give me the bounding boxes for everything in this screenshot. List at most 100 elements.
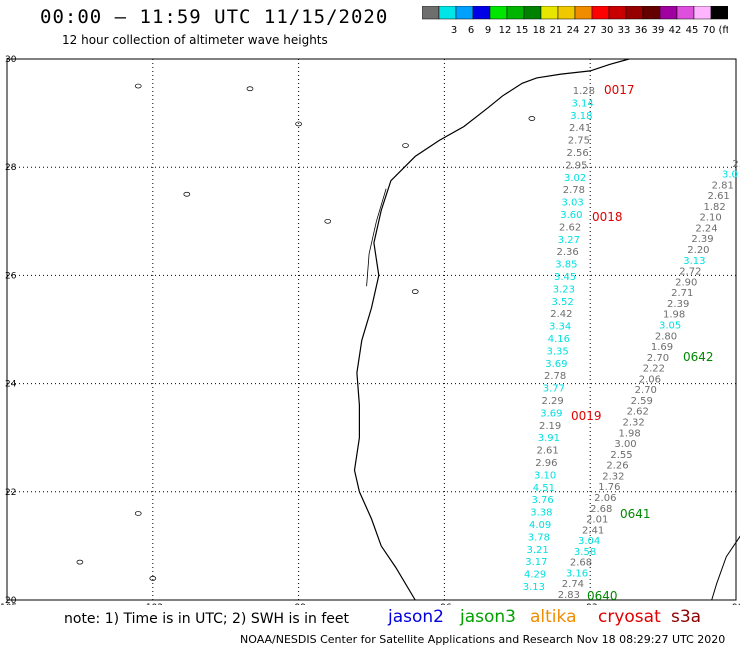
wave-height-value: 2.96 <box>535 458 557 469</box>
lon-label: -105 <box>0 603 17 605</box>
wave-height-value: 2.70 <box>647 353 669 364</box>
lon-label: -90 <box>729 603 740 605</box>
wave-height-value: 2.06 <box>594 493 616 504</box>
wave-height-value: 2.59 <box>631 396 653 407</box>
lake-outline <box>183 191 191 197</box>
wave-height-value: 2.83 <box>558 590 580 601</box>
color-swatch <box>710 6 728 20</box>
wave-height-value: 3.17 <box>525 557 547 568</box>
wave-height-value: 3.10 <box>534 470 556 481</box>
wave-height-value: 2.78 <box>563 185 585 196</box>
wave-height-value: 2.80 <box>655 331 677 342</box>
wave-height-value: 2.32 <box>623 418 645 429</box>
wave-height-value: 2. <box>732 159 740 170</box>
scale-label: 30 <box>601 25 614 36</box>
wave-height-value: 3.52 <box>551 297 573 308</box>
satellite-s3a: s3a <box>671 607 702 627</box>
wave-height-value: 2.68 <box>590 504 612 515</box>
lat-label: 22 <box>5 488 16 498</box>
wave-height-value: 2.19 <box>539 421 561 432</box>
wave-height-value: 3.23 <box>553 284 575 295</box>
wave-height-value: 3.21 <box>526 545 548 556</box>
coastline <box>353 58 630 601</box>
lake-outline <box>411 289 419 294</box>
wave-height-value: 4.29 <box>524 570 546 581</box>
wave-height-value: 2.62 <box>627 407 649 418</box>
wave-height-value: 2.72 <box>679 267 701 278</box>
wave-height-value: 2.41 <box>569 123 591 134</box>
wave-height-value: 2.39 <box>691 234 713 245</box>
wave-height-value: 3.85 <box>555 260 577 271</box>
scale-label: 24 <box>567 25 580 36</box>
wave-height-value: 2.95 <box>565 160 587 171</box>
wave-height-value: 1.69 <box>651 342 673 353</box>
yucatan-coast <box>711 535 740 601</box>
wave-height-value: 2.36 <box>556 247 578 258</box>
wave-height-value: 2.61 <box>536 446 558 457</box>
scale-label: 27 <box>584 25 597 36</box>
lake-outline <box>402 143 409 148</box>
wave-height-value: 2.62 <box>559 222 581 233</box>
wave-height-value: 4.09 <box>529 520 551 531</box>
wave-height-value: 3.91 <box>538 433 560 444</box>
wave-height-value: 3.76 <box>531 495 553 506</box>
wave-height-value: 3.58 <box>574 547 596 558</box>
lon-label: -99 <box>291 603 306 605</box>
wave-height-value: 3.60 <box>560 210 582 221</box>
wave-height-value: 2.20 <box>687 245 709 256</box>
scale-label: 3 <box>451 25 457 36</box>
wave-height-value: 3.38 <box>530 508 552 519</box>
lat-label: 24 <box>5 380 17 390</box>
wave-height-value: 2.90 <box>675 277 697 288</box>
lon-label: -102 <box>143 603 163 605</box>
wave-height-value: 3.03 <box>561 198 583 209</box>
lat-label: 30 <box>5 55 17 65</box>
lake-outline <box>295 121 302 127</box>
wave-height-map: 30 28 26 24 22 20-105 -102 -99 -96 -93 -90 1.283.14… <box>0 55 740 605</box>
map-frame <box>6 58 737 601</box>
wave-height-value: 2.22 <box>643 364 665 375</box>
wave-height-value: 3.13 <box>523 582 545 593</box>
lake-outline <box>134 511 142 516</box>
lake-outline <box>134 83 142 89</box>
wave-height-value: 2.42 <box>550 309 572 320</box>
scale-label: 45 <box>686 25 699 36</box>
satellite-jason3: jason3 <box>460 607 516 627</box>
wave-height-value: 3.02 <box>564 173 586 184</box>
pass-time-label: 0640 <box>587 589 618 603</box>
wave-height-value: 2.06 <box>639 374 661 385</box>
wave-height-value: 1.76 <box>598 482 620 493</box>
satellite-altika: altika <box>530 607 577 627</box>
scale-label: 15 <box>516 25 529 36</box>
wave-height-value: 3.78 <box>528 532 550 543</box>
wave-height-value: 2.78 <box>544 371 566 382</box>
lat-label: 28 <box>5 163 17 173</box>
wave-height-value: 1.98 <box>663 310 685 321</box>
wave-height-value: 3.14 <box>571 98 593 109</box>
lake-outline <box>76 559 84 565</box>
scale-label: 36 <box>635 25 648 36</box>
lat-label: 26 <box>5 271 17 281</box>
wave-height-value: 2.61 <box>708 191 730 202</box>
wave-height-value: 1.82 <box>703 202 725 213</box>
scale-label: 39 <box>652 25 665 36</box>
lagoon-outline <box>366 188 387 287</box>
scale-label: 33 <box>618 25 631 36</box>
pass-time-label: 0019 <box>571 409 602 423</box>
scale-label: 6 <box>468 25 474 36</box>
wave-height-value: 2.71 <box>671 288 693 299</box>
wave-height-value: 3.69 <box>545 359 567 370</box>
wave-height-value: 2.24 <box>695 223 717 234</box>
lake-outline <box>149 576 157 581</box>
wave-height-value: 3.13 <box>683 256 705 267</box>
wave-height-value: 2.70 <box>635 385 657 396</box>
footnote: note: 1) Time is in UTC; 2) SWH is in fe… <box>64 611 350 627</box>
scale-label: 70 <box>703 25 716 36</box>
wave-height-value: 2.01 <box>586 515 608 526</box>
lake-outline <box>246 86 254 92</box>
lake-outline <box>324 218 332 224</box>
wave-height-value: 2.74 <box>562 579 584 590</box>
wave-height-value: 2.29 <box>541 396 563 407</box>
lon-label: -96 <box>437 603 452 605</box>
